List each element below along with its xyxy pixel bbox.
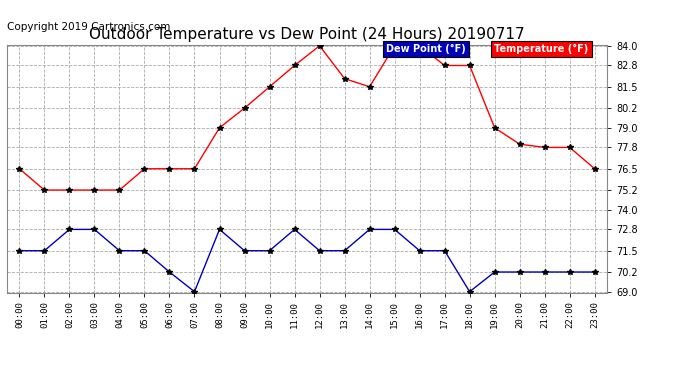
Text: Temperature (°F): Temperature (°F) [494,44,589,54]
Title: Outdoor Temperature vs Dew Point (24 Hours) 20190717: Outdoor Temperature vs Dew Point (24 Hou… [89,27,525,42]
Text: Dew Point (°F): Dew Point (°F) [386,44,466,54]
Text: Copyright 2019 Cartronics.com: Copyright 2019 Cartronics.com [7,22,170,33]
